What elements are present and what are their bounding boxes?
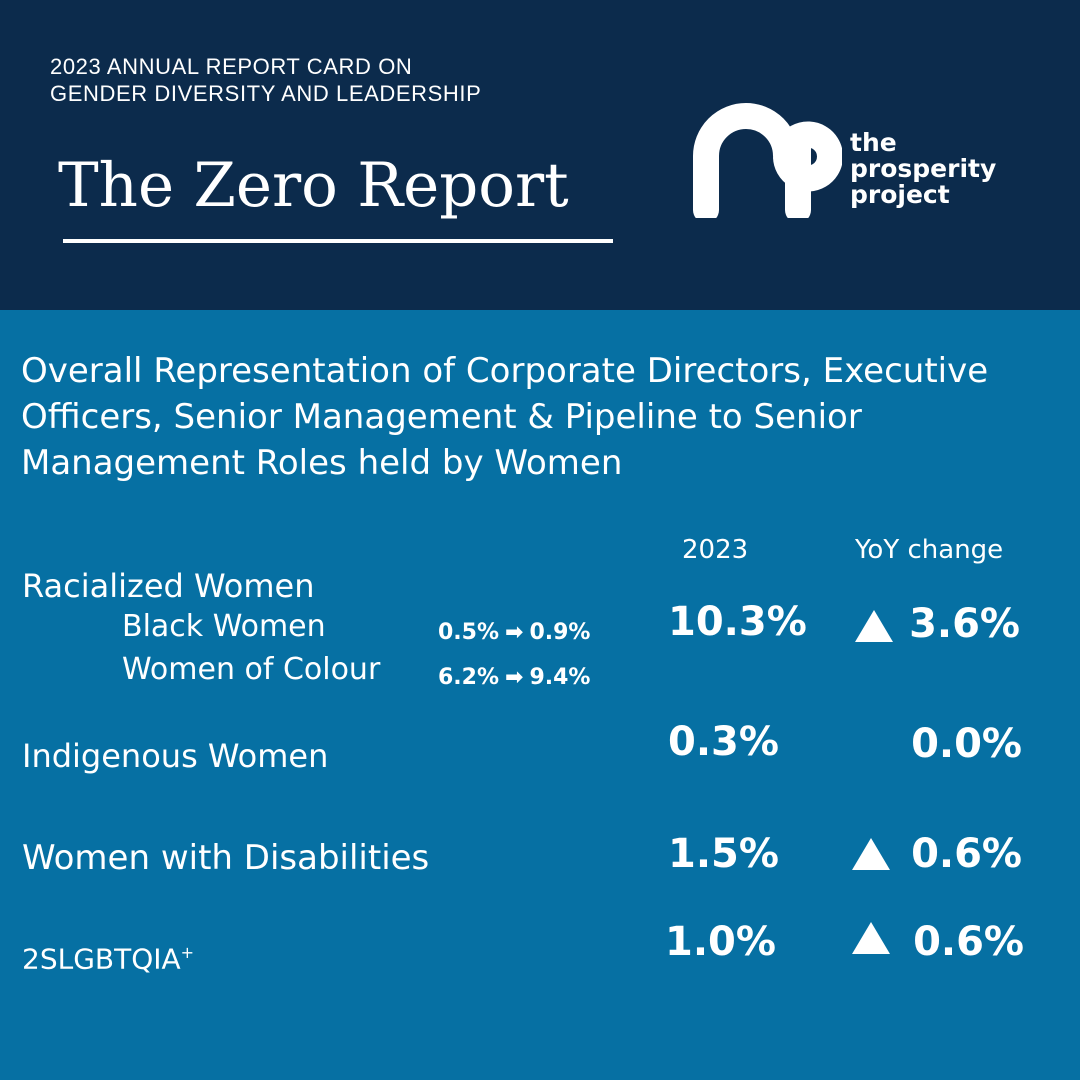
- triangle-up-icon: [852, 922, 890, 954]
- yoy-indigenous-women: 0.0%: [911, 721, 1022, 767]
- yoy-racialized-women: 3.6%: [909, 601, 1020, 647]
- yoy-women-with-disabilities: 0.6%: [911, 831, 1022, 877]
- value-2023-indigenous-women: 0.3%: [668, 719, 779, 765]
- kicker-line-2: GENDER DIVERSITY AND LEADERSHIP: [50, 81, 482, 106]
- kicker-line-1: 2023 ANNUAL REPORT CARD ON: [50, 54, 413, 79]
- column-header-yoy-change: YoY change: [855, 535, 1004, 565]
- row-label-black-women: Black Women: [122, 609, 326, 644]
- section-subtitle: Overall Representation of Corporate Dire…: [21, 351, 989, 483]
- trend-black-women: 0.5% ➡ 0.9%: [438, 619, 590, 647]
- triangle-up-icon: [852, 838, 890, 870]
- logo-wordmark: the prosperity project: [850, 130, 996, 208]
- logo-word-project: project: [850, 180, 950, 209]
- row-label-2slgbtqia-plus: +: [180, 943, 195, 962]
- logo-word-prosperity: prosperity: [850, 154, 997, 183]
- logo-word-the: the: [850, 128, 897, 157]
- yoy-2slgbtqia: 0.6%: [913, 919, 1024, 965]
- column-header-2023: 2023: [682, 535, 749, 565]
- page-title: The Zero Report: [58, 150, 569, 221]
- report-kicker: 2023 ANNUAL REPORT CARD ON GENDER DIVERS…: [50, 53, 481, 107]
- row-label-women-of-colour: Women of Colour: [122, 652, 381, 687]
- title-underline: [63, 239, 613, 243]
- triangle-up-icon: [855, 610, 893, 642]
- prosperity-project-logo-icon: [693, 103, 842, 218]
- row-label-women-with-disabilities: Women with Disabilities: [22, 838, 430, 878]
- row-label-2slgbtqia-text: 2SLGBTQIA: [22, 942, 181, 976]
- value-2023-women-with-disabilities: 1.5%: [668, 831, 779, 877]
- main-panel: [0, 310, 1080, 1080]
- trend-to: 0.9%: [529, 620, 591, 645]
- value-2023-racialized-women: 10.3%: [668, 599, 807, 645]
- trend-from: 6.2%: [438, 665, 500, 690]
- row-label-indigenous-women: Indigenous Women: [22, 737, 329, 775]
- value-2023-2slgbtqia: 1.0%: [665, 919, 776, 965]
- arrow-right-icon: ➡: [505, 665, 524, 690]
- row-label-2slgbtqia: 2SLGBTQIA+: [22, 933, 194, 979]
- arrow-right-icon: ➡: [505, 620, 524, 645]
- row-label-racialized-women: Racialized Women: [22, 567, 315, 605]
- header-banner: 2023 ANNUAL REPORT CARD ON GENDER DIVERS…: [0, 0, 1080, 310]
- trend-from: 0.5%: [438, 620, 500, 645]
- trend-to: 9.4%: [529, 665, 591, 690]
- trend-women-of-colour: 6.2% ➡ 9.4%: [438, 664, 590, 692]
